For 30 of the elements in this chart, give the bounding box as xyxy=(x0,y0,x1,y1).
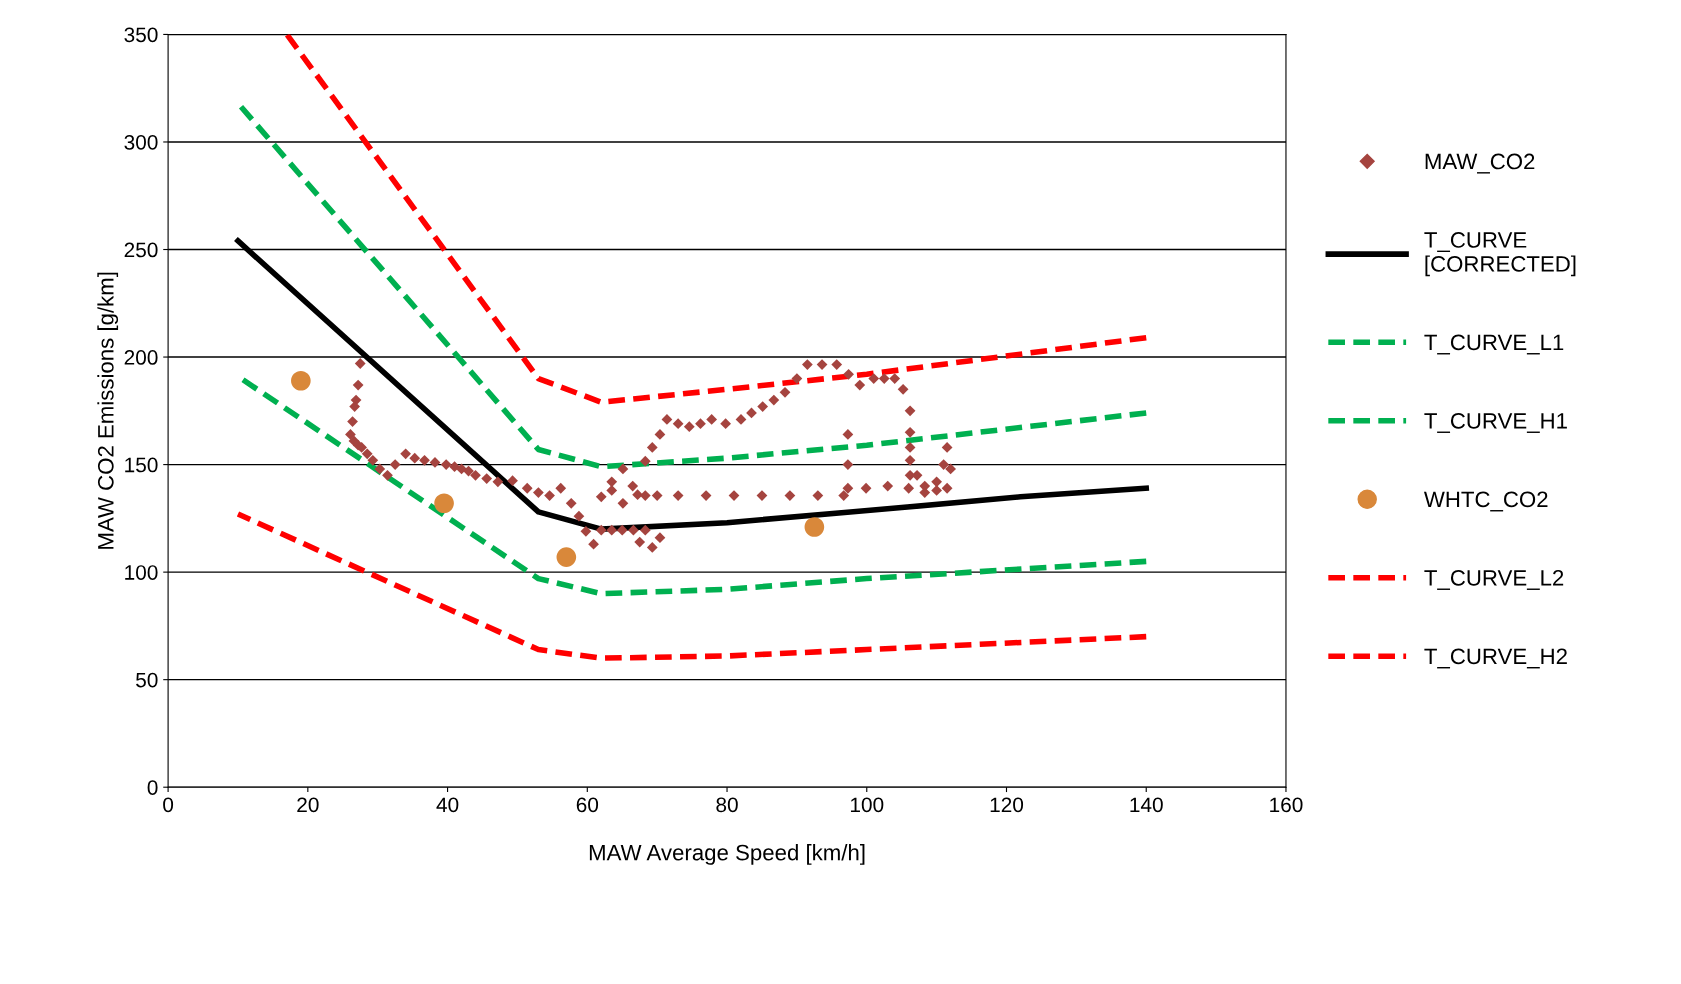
x-tick-label: 120 xyxy=(990,797,1024,813)
point xyxy=(434,493,454,514)
y-tick-label: 300 xyxy=(124,134,158,150)
legend-label: T_CURVE_L1 xyxy=(1424,334,1564,355)
x-axis-title: MAW Average Speed [km/h] xyxy=(589,844,865,865)
x-tick-label: 20 xyxy=(297,797,319,813)
legend-label: MAW_CO2 xyxy=(1425,153,1535,174)
legend-label: T_CURVE_L2 xyxy=(1424,570,1564,590)
x-tick-label: 160 xyxy=(1270,797,1303,813)
legend-label: T_CURVE_H2 xyxy=(1424,648,1567,669)
x-tick-label: 100 xyxy=(850,797,884,813)
y-tick-label: 100 xyxy=(125,565,158,580)
x-tick-label: 60 xyxy=(576,797,599,813)
legend-label: WHTC_CO2 xyxy=(1423,491,1548,512)
x-tick-label: 0 xyxy=(163,797,174,813)
y-tick-label: 150 xyxy=(125,457,158,473)
x-tick-label: 80 xyxy=(716,797,738,813)
x-tick-label: 40 xyxy=(436,797,459,813)
point xyxy=(556,547,577,567)
point xyxy=(291,370,311,391)
y-tick-label: 250 xyxy=(124,242,158,258)
legend-label: T_CURVE [CORRECTED] xyxy=(1424,232,1576,277)
y-tick-label: 200 xyxy=(124,350,158,365)
y-tick-label: 350 xyxy=(124,27,158,43)
y-tick-label: 0 xyxy=(147,780,158,795)
point xyxy=(804,517,825,537)
x-tick-label: 140 xyxy=(1130,797,1163,813)
y-axis-title: MAW CO2 Emissions [g/km] xyxy=(97,272,119,549)
y-tick-label: 50 xyxy=(136,672,158,688)
legend-label: T_CURVE_H1 xyxy=(1424,413,1567,433)
